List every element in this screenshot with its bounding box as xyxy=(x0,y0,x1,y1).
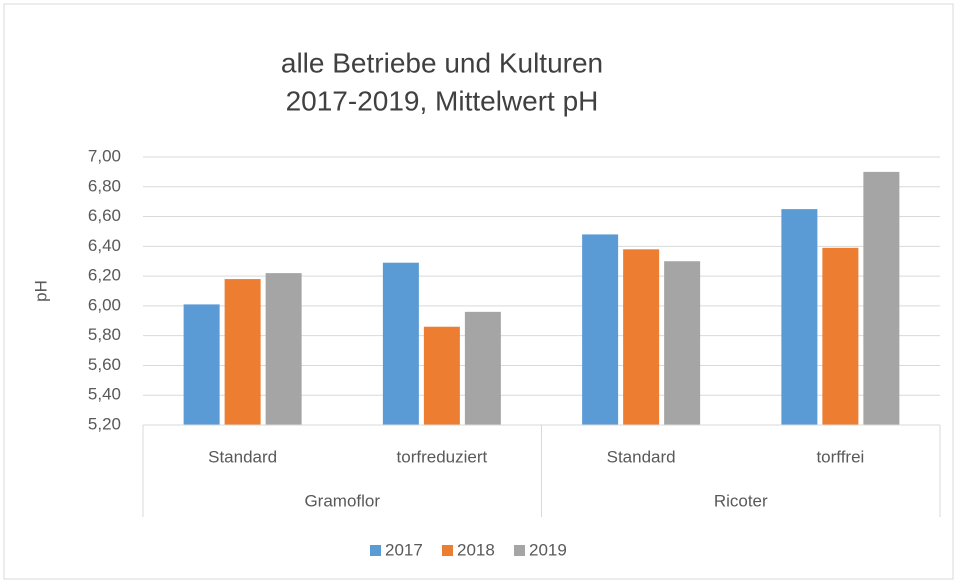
x-tick-label: Standard xyxy=(607,447,676,466)
bar xyxy=(423,326,460,425)
y-tick-label: 5,80 xyxy=(88,325,121,344)
x-tick-label: Standard xyxy=(208,447,277,466)
bar xyxy=(664,261,701,425)
y-tick-label: 5,20 xyxy=(88,414,121,433)
y-tick-label: 6,00 xyxy=(88,295,121,314)
y-tick-label: 5,40 xyxy=(88,385,121,404)
y-tick-label: 6,80 xyxy=(88,176,121,195)
bar xyxy=(863,171,900,425)
legend-swatch xyxy=(442,545,453,556)
y-tick-label: 6,60 xyxy=(88,206,121,225)
bar xyxy=(224,279,261,425)
y-axis-label: pH xyxy=(31,280,50,302)
legend-label: 2019 xyxy=(529,540,567,559)
y-tick-label: 7,00 xyxy=(88,146,121,165)
legend-label: 2017 xyxy=(385,540,423,559)
y-tick-label: 6,20 xyxy=(88,266,121,285)
group-label: Gramoflor xyxy=(304,491,380,510)
bar xyxy=(781,209,818,425)
group-label: Ricoter xyxy=(714,491,768,510)
legend-swatch xyxy=(514,545,525,556)
x-tick-label: torffrei xyxy=(816,447,864,466)
legend-label: 2018 xyxy=(457,540,495,559)
bar xyxy=(822,247,859,425)
x-tick-label: torfreduziert xyxy=(397,447,488,466)
bar xyxy=(382,262,419,425)
bar xyxy=(183,304,220,425)
legend-swatch xyxy=(370,545,381,556)
bar xyxy=(582,234,619,425)
y-tick-label: 6,40 xyxy=(88,236,121,255)
chart-title: alle Betriebe und Kulturen xyxy=(281,47,603,78)
chart-title: 2017-2019, Mittelwert pH xyxy=(286,85,599,116)
bar xyxy=(265,273,302,425)
bar xyxy=(623,249,660,425)
y-tick-label: 5,60 xyxy=(88,355,121,374)
bar xyxy=(464,311,501,425)
